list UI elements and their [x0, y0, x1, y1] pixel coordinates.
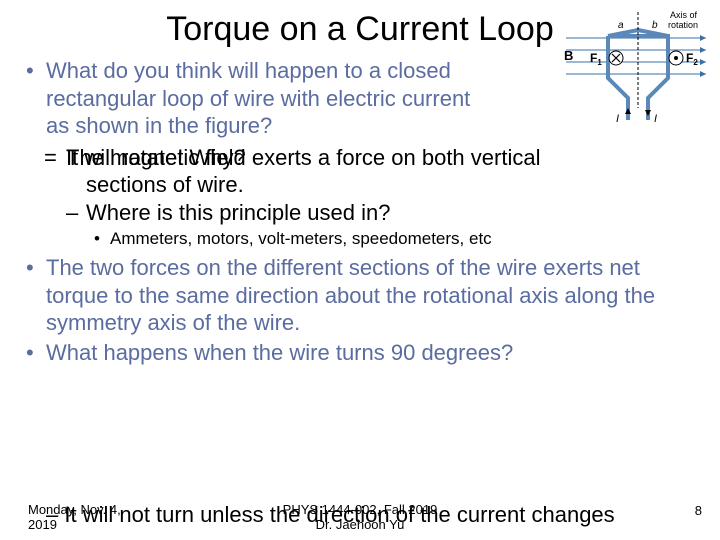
loop-diagram-svg: Axis of rotation B a b — [560, 8, 712, 126]
f2-dot — [674, 56, 678, 60]
footer-center: PHYS 1444-002, Fall 2019 Dr. Jaehoon Yu — [283, 502, 438, 532]
where-used-text: Where is this principle used in? — [86, 200, 390, 225]
i-arrow-up — [625, 108, 631, 114]
b-label-dim: b — [652, 20, 658, 31]
bullet-sections-cont: sections of wire. — [26, 171, 694, 199]
bullet-examples: Ammeters, motors, volt-meters, speedomet… — [26, 228, 694, 250]
f1-label: F1 — [590, 51, 602, 67]
bullet-question-1: What do you think will happen to a close… — [26, 57, 486, 140]
footer-date: Monday, Nov. 4, 2019 — [28, 502, 121, 532]
i-label-right: I — [654, 113, 657, 125]
footer-center-l2: Dr. Jaehoon Yu — [316, 517, 405, 532]
bullet-two-forces: The two forces on the different sections… — [26, 254, 694, 337]
footer-page-number: 8 — [695, 503, 702, 518]
loop-diagram: Axis of rotation B a b — [560, 8, 712, 126]
axis-label-l2: rotation — [668, 20, 698, 30]
field-lines — [566, 38, 706, 74]
i-label-left: I — [616, 113, 619, 125]
i-arrow-down — [645, 110, 651, 116]
field-arrowheads — [700, 35, 706, 77]
axis-label-l1: Axis of — [670, 10, 698, 20]
bullet-rotate-merged: It will rotate! Why? The magnetic field … — [26, 144, 694, 172]
footer-date-l1: Monday, Nov. 4, — [28, 502, 121, 517]
overlay-top-text: It will rotate! Why? — [66, 144, 246, 172]
f2-label: F2 — [686, 51, 698, 67]
a-label: a — [618, 20, 624, 31]
bullet-ninety: What happens when the wire turns 90 degr… — [26, 339, 694, 367]
dash-marker: – — [66, 199, 78, 227]
footer-center-l1: PHYS 1444-002, Fall 2019 — [283, 502, 438, 517]
bullet-where-used: – Where is this principle used in? — [26, 199, 694, 227]
b-label: B — [564, 48, 573, 63]
footer-date-l2: 2019 — [28, 517, 57, 532]
